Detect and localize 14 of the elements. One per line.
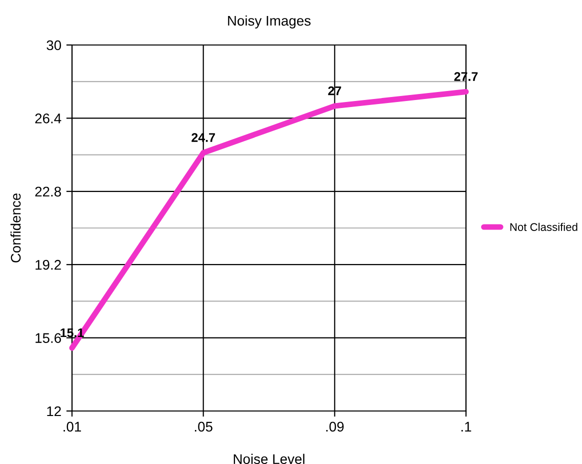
x-tick-label: .1	[461, 422, 472, 432]
x-tick-label: .05	[194, 422, 212, 432]
legend-label: Not Classified	[510, 222, 578, 231]
y-tick-label: 19.2	[36, 260, 61, 270]
chart-title: Noisy Images	[228, 15, 311, 28]
x-axis-title: Noise Level	[234, 454, 304, 464]
y-axis-title: Confidence	[10, 193, 21, 262]
y-tick-label: 15.6	[36, 333, 61, 343]
x-tick-label: .01	[64, 422, 81, 432]
y-tick-label: 30	[46, 40, 62, 50]
y-tick-label: 12	[47, 406, 61, 416]
y-tick-label: 26.4	[35, 114, 62, 124]
x-tick-label: .09	[326, 422, 344, 432]
y-tick-label: 22.8	[35, 186, 61, 197]
